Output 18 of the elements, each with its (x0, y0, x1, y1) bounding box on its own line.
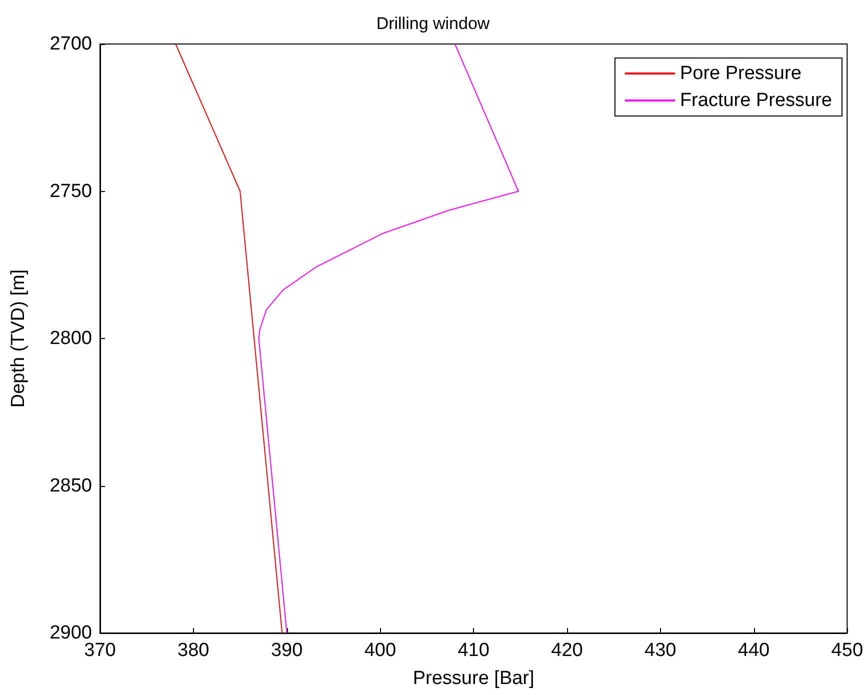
y-tick-label: 2850 (50, 475, 92, 496)
line-series (258, 44, 519, 634)
x-tick-label: 440 (738, 640, 770, 661)
legend-label: Fracture Pressure (680, 90, 832, 111)
x-tick-label: 450 (831, 640, 863, 661)
x-tick-label: 430 (644, 640, 676, 661)
chart-title: Drilling window (376, 14, 490, 33)
x-axis-title: Pressure [Bar] (412, 668, 534, 689)
x-tick-label: 400 (364, 640, 396, 661)
x-tick-label: 420 (551, 640, 583, 661)
y-tick-label: 2700 (50, 34, 92, 54)
y-axis-title: Depth (TVD) [m] (8, 269, 29, 408)
x-tick-label: 380 (178, 640, 210, 661)
x-tick-label: 390 (270, 640, 303, 661)
y-tick-label: 2800 (50, 328, 92, 349)
y-tick-label: 2750 (50, 180, 92, 202)
legend-label: Pore Pressure (680, 63, 802, 84)
x-tick-label: 410 (458, 640, 490, 661)
